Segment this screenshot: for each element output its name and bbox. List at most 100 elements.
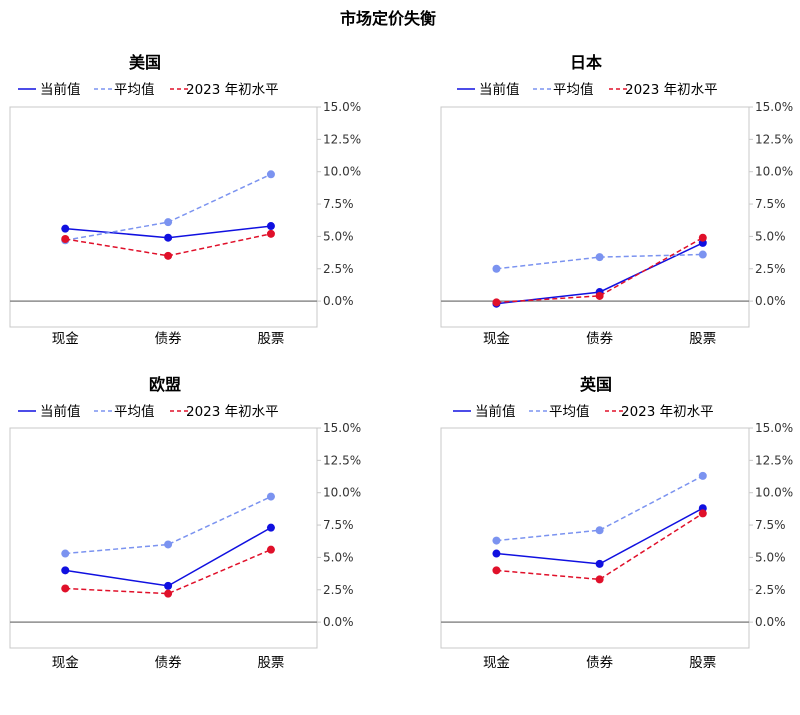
- data-point-average: [595, 526, 604, 535]
- legend-label-average: 平均值: [549, 404, 590, 420]
- y-tick-label: 0.0%: [323, 615, 354, 629]
- x-tick-label: 现金: [483, 331, 510, 347]
- data-point-start2023: [61, 235, 70, 243]
- data-point-current: [492, 549, 501, 558]
- x-tick-label: 股票: [257, 655, 284, 671]
- x-tick-label: 现金: [483, 655, 510, 671]
- data-point-average: [266, 170, 275, 179]
- series-line-start2023: [496, 237, 704, 304]
- data-point-current: [266, 523, 275, 532]
- data-point-current: [164, 233, 173, 242]
- data-point-current: [61, 566, 70, 575]
- y-tick-label: 15.0%: [755, 421, 793, 435]
- x-tick-label: 债券: [586, 655, 614, 671]
- chart-title: 美国: [129, 53, 161, 72]
- legend-label-start2023: 2023 年初水平: [186, 403, 279, 420]
- y-tick-label: 0.0%: [323, 294, 354, 308]
- series-line-average: [65, 495, 272, 555]
- chart-panel-4: 英国 0.0% 2.5% 5.0% 7.5% 10.0% 12.5% 15.0% 现金 债券 股票 当…: [440, 375, 793, 671]
- data-point-average: [595, 253, 604, 262]
- chart-panel-1: 美国 0.0% 2.5% 5.0% 7.5% 10.0% 12.5% 15.0% 现金 债券 股票 当…: [9, 53, 361, 347]
- y-tick-label: 12.5%: [755, 132, 793, 146]
- data-point-start2023: [492, 298, 501, 307]
- legend-label-current: 当前值: [479, 81, 520, 98]
- chart-title: 日本: [570, 53, 602, 72]
- y-tick-label: 5.0%: [323, 229, 354, 243]
- y-tick-label: 12.5%: [755, 453, 793, 467]
- data-point-start2023: [266, 545, 275, 554]
- data-point-average: [61, 549, 70, 558]
- legend-label-current: 当前值: [40, 81, 81, 98]
- data-point-start2023: [492, 566, 501, 575]
- y-tick-label: 0.0%: [755, 615, 786, 629]
- y-tick-label: 12.5%: [323, 132, 361, 146]
- chart-panel-3: 欧盟 0.0% 2.5% 5.0% 7.5% 10.0% 12.5% 15.0% 现金 债券 股票 当…: [9, 375, 361, 671]
- y-tick-label: 2.5%: [755, 262, 786, 276]
- chart-panel-2: 日本 0.0% 2.5% 5.0% 7.5% 10.0% 12.5% 15.0% 现金 债券 股票 当…: [440, 53, 793, 347]
- x-tick-label: 股票: [689, 655, 716, 671]
- x-tick-label: 现金: [52, 331, 79, 347]
- y-tick-label: 15.0%: [755, 100, 793, 114]
- data-point-start2023: [164, 251, 173, 260]
- data-point-average: [164, 540, 173, 549]
- y-tick-label: 5.0%: [323, 550, 354, 564]
- y-tick-label: 7.5%: [323, 197, 354, 211]
- x-tick-label: 债券: [155, 655, 182, 671]
- data-point-average: [164, 218, 173, 227]
- y-tick-label: 5.0%: [755, 550, 786, 564]
- chart-title: 英国: [579, 375, 612, 394]
- series-line-start2023: [496, 512, 704, 581]
- series-line-start2023: [65, 548, 272, 595]
- x-tick-label: 债券: [155, 331, 182, 347]
- figure-title: 市场定价失衡: [340, 9, 436, 28]
- x-tick-label: 股票: [689, 331, 716, 347]
- data-point-start2023: [164, 589, 173, 598]
- y-tick-label: 0.0%: [755, 294, 786, 308]
- legend-label-start2023: 2023 年初水平: [186, 81, 279, 98]
- data-point-start2023: [61, 584, 70, 593]
- y-tick-label: 5.0%: [755, 229, 786, 243]
- y-tick-label: 10.0%: [323, 486, 361, 500]
- data-point-start2023: [595, 291, 604, 300]
- y-tick-label: 10.0%: [755, 486, 793, 500]
- y-tick-label: 7.5%: [323, 518, 354, 532]
- y-tick-label: 10.0%: [755, 165, 793, 179]
- data-point-start2023: [266, 229, 275, 238]
- x-tick-label: 债券: [586, 331, 614, 347]
- x-tick-label: 现金: [52, 655, 79, 671]
- y-tick-label: 15.0%: [323, 100, 361, 114]
- plot-frame: [9, 106, 318, 328]
- data-point-average: [492, 264, 501, 273]
- data-point-current: [164, 581, 173, 590]
- data-point-start2023: [698, 233, 707, 242]
- y-tick-label: 2.5%: [323, 583, 354, 597]
- legend-label-start2023: 2023 年初水平: [621, 403, 714, 420]
- legend-label-average: 平均值: [553, 82, 594, 98]
- series-line-average: [496, 475, 704, 542]
- legend-label-start2023: 2023 年初水平: [625, 81, 718, 98]
- data-point-current: [595, 559, 604, 568]
- data-point-average: [698, 250, 707, 259]
- data-point-start2023: [698, 509, 707, 518]
- legend-label-average: 平均值: [114, 82, 155, 98]
- data-point-current: [61, 224, 70, 233]
- data-point-current: [266, 222, 275, 231]
- y-tick-label: 12.5%: [323, 453, 361, 467]
- data-point-average: [492, 536, 501, 545]
- y-tick-label: 10.0%: [323, 165, 361, 179]
- data-point-average: [698, 471, 707, 480]
- x-tick-label: 股票: [257, 331, 284, 347]
- series-line-current: [496, 507, 704, 565]
- y-tick-label: 7.5%: [755, 518, 786, 532]
- y-tick-label: 7.5%: [755, 197, 786, 211]
- y-tick-label: 2.5%: [323, 262, 354, 276]
- data-point-average: [266, 492, 275, 501]
- series-line-current: [65, 526, 272, 587]
- chart-title: 欧盟: [149, 375, 181, 394]
- y-tick-label: 15.0%: [323, 421, 361, 435]
- y-tick-label: 2.5%: [755, 583, 786, 597]
- plot-frame: [440, 106, 750, 328]
- plot-frame: [9, 427, 318, 649]
- series-line-average: [65, 173, 272, 242]
